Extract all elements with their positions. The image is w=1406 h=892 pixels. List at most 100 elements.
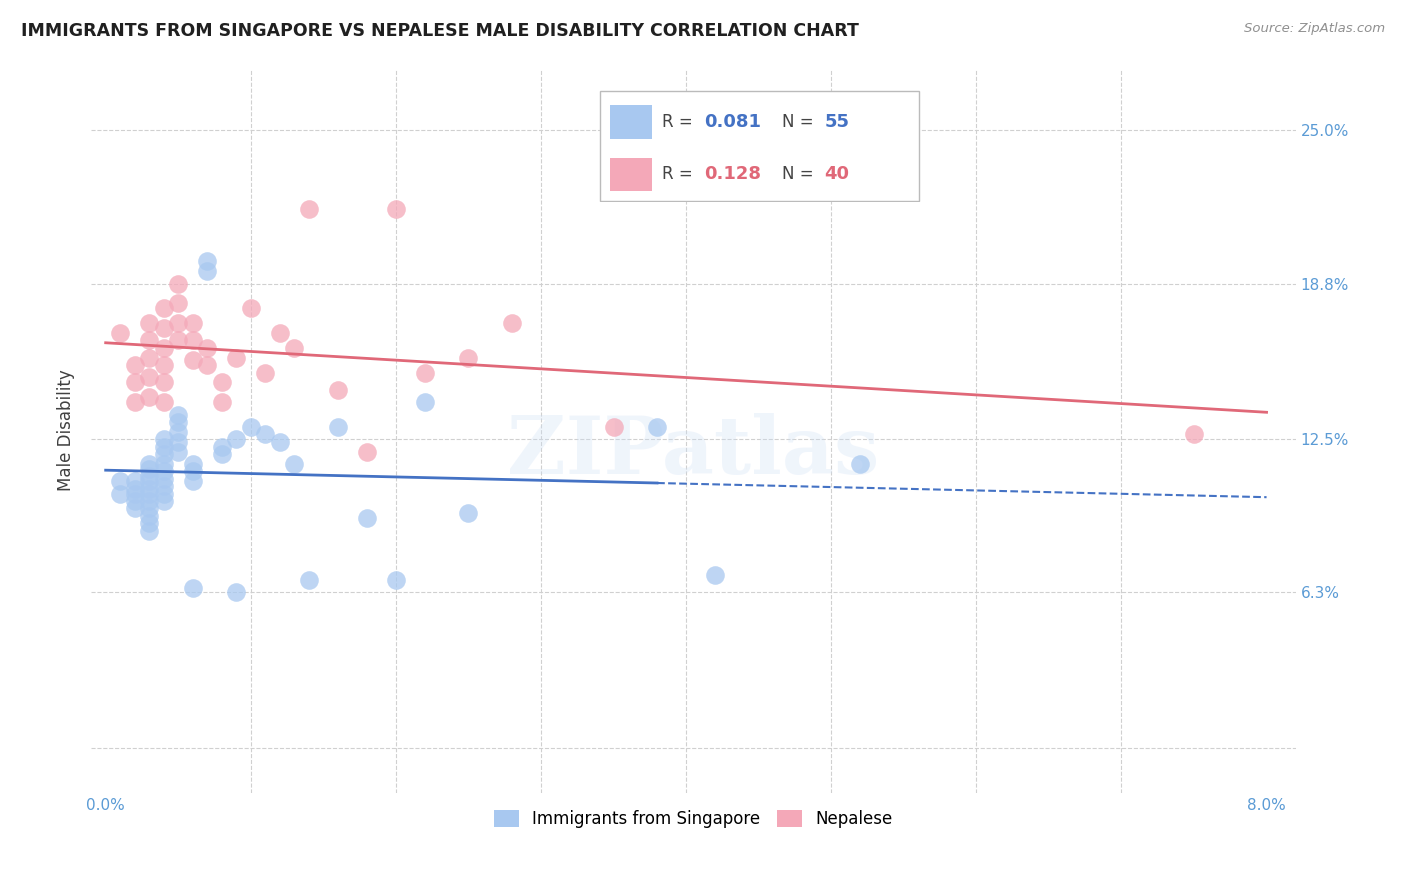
Point [181,475,204,489]
Point [211,440,233,454]
Point [1182,427,1205,442]
Point [138,390,160,404]
Point [181,353,204,368]
Point [298,573,321,587]
Point [167,408,190,422]
Point [108,326,131,340]
Point [254,366,277,380]
Point [152,341,174,355]
Point [152,464,174,478]
Point [385,573,408,587]
Point [167,296,190,310]
Point [413,395,436,409]
Point [138,494,160,508]
Point [152,447,174,461]
Point [124,482,146,496]
Point [239,301,262,316]
Text: IMMIGRANTS FROM SINGAPORE VS NEPALESE MALE DISABILITY CORRELATION CHART: IMMIGRANTS FROM SINGAPORE VS NEPALESE MA… [21,22,859,40]
Point [167,316,190,330]
Point [167,415,190,429]
Point [181,334,204,348]
Point [254,427,277,442]
Point [298,202,321,217]
Text: Source: ZipAtlas.com: Source: ZipAtlas.com [1244,22,1385,36]
Point [138,475,160,489]
Point [152,472,174,486]
Point [138,501,160,516]
Point [152,432,174,446]
Point [225,585,247,599]
Point [167,425,190,439]
Point [195,264,218,278]
Point [195,358,218,372]
Point [181,464,204,478]
Point [356,511,378,525]
Point [181,316,204,330]
Point [138,351,160,365]
Point [211,395,233,409]
Point [138,482,160,496]
Point [167,334,190,348]
Point [138,486,160,500]
Point [124,501,146,516]
Point [138,462,160,476]
Point [181,581,204,595]
Point [704,568,727,582]
Point [124,395,146,409]
Point [167,434,190,449]
Point [152,494,174,508]
Point [457,351,479,365]
Point [167,444,190,458]
Point [138,516,160,531]
Point [239,420,262,434]
Point [152,376,174,390]
Point [269,434,291,449]
Point [108,475,131,489]
Point [849,457,872,471]
Point [501,316,523,330]
Point [385,202,408,217]
Point [108,486,131,500]
Point [326,383,349,397]
Point [413,366,436,380]
Point [211,376,233,390]
Point [225,351,247,365]
Point [152,301,174,316]
Point [356,444,378,458]
Point [138,524,160,538]
Point [326,420,349,434]
Legend: Immigrants from Singapore, Nepalese: Immigrants from Singapore, Nepalese [488,804,900,835]
Point [138,469,160,483]
Point [124,475,146,489]
Point [138,457,160,471]
Point [152,395,174,409]
Point [124,494,146,508]
Y-axis label: Male Disability: Male Disability [58,369,75,491]
Point [645,420,668,434]
Point [124,376,146,390]
Point [152,479,174,493]
Point [152,486,174,500]
Point [138,370,160,384]
Point [195,341,218,355]
Point [152,321,174,335]
Point [138,316,160,330]
Point [602,420,624,434]
Point [269,326,291,340]
Point [124,486,146,500]
Text: ZIPatlas: ZIPatlas [508,413,880,491]
Point [167,277,190,291]
Point [195,254,218,268]
Point [211,447,233,461]
Point [152,457,174,471]
Point [124,358,146,372]
Point [138,334,160,348]
Point [138,508,160,523]
Point [152,358,174,372]
Point [152,440,174,454]
Point [283,457,305,471]
Point [457,507,479,521]
Point [283,341,305,355]
Point [225,432,247,446]
Point [181,457,204,471]
